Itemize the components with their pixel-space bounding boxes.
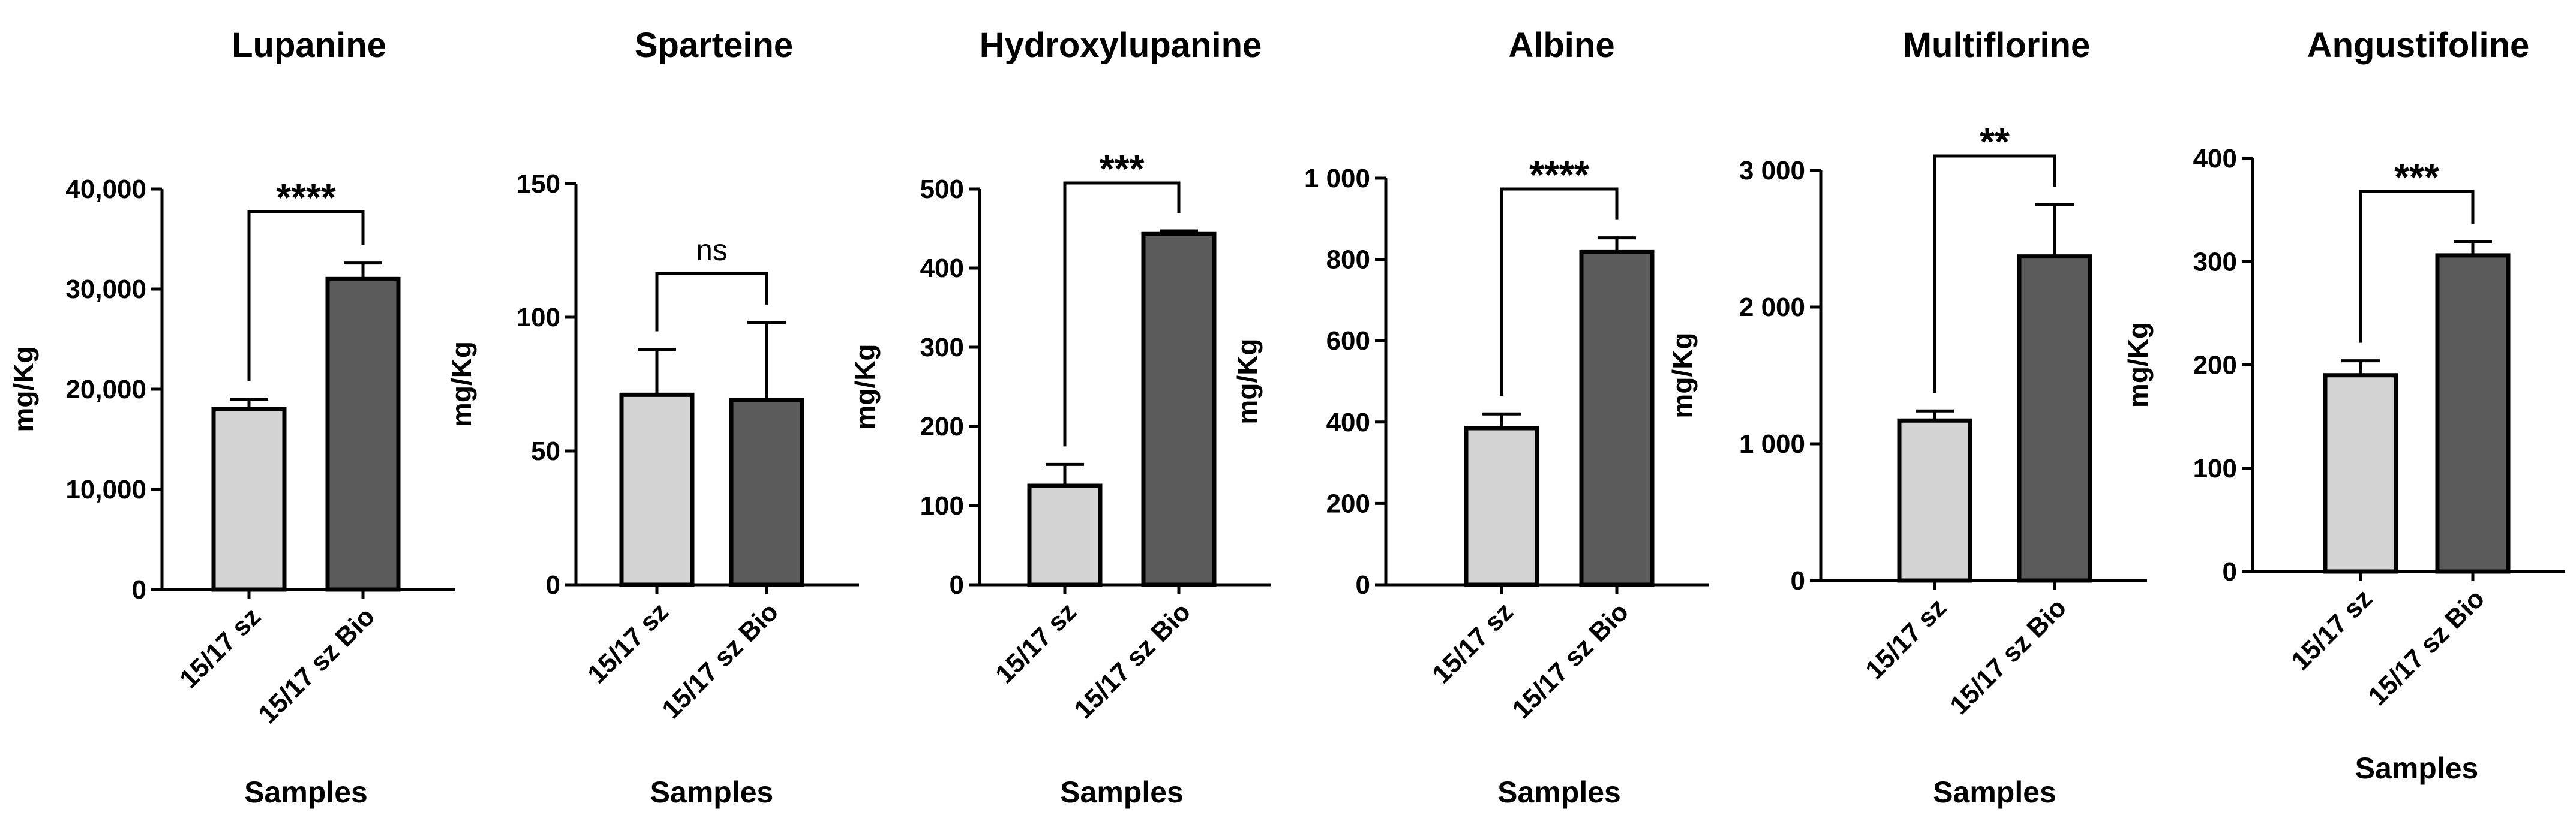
y-tick-label: 40,000 — [65, 175, 146, 204]
bar-bio — [325, 276, 401, 592]
y-tick-label: 50 — [531, 437, 560, 466]
y-tick-label: 200 — [2193, 351, 2237, 380]
x-category-label: 15/17 sz Bio — [2362, 584, 2490, 711]
y-tick-label: 0 — [1791, 566, 1805, 596]
significance-label: ns — [696, 233, 728, 267]
y-axis-label: mg/Kg — [2122, 322, 2154, 408]
significance-bracket — [247, 210, 365, 381]
significance-label: *** — [2394, 155, 2439, 199]
bar-conventional — [619, 392, 695, 587]
chart-title: Lupanine — [232, 26, 386, 65]
chart-title: Sparteine — [635, 26, 793, 65]
y-tick-label: 1 000 — [1739, 429, 1805, 459]
y-tick-label: 100 — [517, 303, 560, 332]
y-tick-label: 400 — [1326, 408, 1370, 437]
x-category-label: 15/17 sz — [1860, 593, 1952, 685]
y-tick-label: 0 — [132, 575, 146, 605]
x-category-label: 15/17 sz — [582, 597, 674, 689]
x-axis-label: Samples — [1497, 775, 1621, 809]
chart-title: Angustifoline — [2307, 26, 2530, 65]
chart-title: Multiflorine — [1903, 26, 2091, 65]
y-axis-label: mg/Kg — [1667, 332, 1698, 418]
significance-bracket — [1933, 154, 2056, 393]
chart-panel-lupanine: Lupanine 0 10,000 20,000 30,000 40,000 mg/Kg 15… — [8, 26, 455, 809]
bar-bio — [2017, 254, 2092, 583]
significance-bracket — [1063, 181, 1181, 447]
significance-label: ** — [1980, 120, 2010, 163]
y-axis-label: mg/Kg — [8, 346, 39, 432]
y-tick-label: 100 — [920, 491, 964, 521]
y-tick-label: 2 000 — [1739, 293, 1805, 322]
bar-bio — [729, 398, 804, 587]
y-tick-label: 0 — [950, 570, 964, 600]
significance-bracket — [1500, 187, 1619, 396]
x-axis-label: Samples — [1060, 775, 1184, 809]
x-category-label: 15/17 sz — [1427, 597, 1519, 689]
bar-conventional — [1464, 426, 1539, 587]
y-tick-label: 300 — [920, 333, 964, 362]
x-category-label: 15/17 sz Bio — [656, 597, 784, 724]
y-tick-label: 3 000 — [1739, 156, 1805, 185]
y-axis-label: mg/Kg — [1232, 338, 1263, 424]
chart-panel-albine: Albine 0 200 400 600 800 1 000 mg/Kg 15/17 sz15/… — [1232, 26, 1709, 809]
x-category-label: 15/17 sz Bio — [253, 602, 380, 729]
y-axis-label: mg/Kg — [446, 341, 477, 427]
chart-title: Albine — [1508, 26, 1614, 65]
y-tick-label: 0 — [2223, 557, 2237, 587]
x-axis-label: Samples — [244, 775, 368, 809]
x-category-label: 15/17 sz Bio — [1944, 593, 2072, 720]
x-category-label: 15/17 sz Bio — [1506, 597, 1634, 724]
bar-conventional — [1897, 418, 1972, 583]
y-tick-label: 500 — [920, 175, 964, 204]
significance-label: **** — [1529, 153, 1589, 196]
y-tick-label: 150 — [517, 169, 560, 199]
y-tick-label: 100 — [2193, 454, 2237, 483]
chart-panel-angustifoline: Angustifoline 0 100 200 300 400 mg/Kg 15/17 sz1… — [2122, 26, 2565, 785]
x-category-label: 15/17 sz — [2286, 584, 2378, 676]
x-axis-label: Samples — [1933, 775, 2056, 809]
y-tick-label: 0 — [546, 570, 560, 600]
x-axis-label: Samples — [650, 775, 774, 809]
bar-bio — [1579, 249, 1655, 587]
y-tick-label: 0 — [1356, 570, 1370, 600]
chart-panel-hydroxylupanine: Hydroxylupanine 0 100 200 300 400 500 mg/Kg 15/1… — [849, 26, 1271, 809]
significance-label: *** — [1100, 147, 1145, 190]
y-tick-label: 600 — [1326, 326, 1370, 356]
significance-bracket — [2359, 190, 2475, 343]
y-tick-label: 10,000 — [65, 475, 146, 504]
x-category-label: 15/17 sz — [990, 597, 1082, 689]
bar-bio — [1141, 231, 1217, 587]
bar-conventional — [2323, 373, 2398, 574]
chart-panel-multiflorine: Multiflorine 0 1 000 2 000 3 000 mg/Kg 15/17 s… — [1667, 26, 2147, 809]
y-tick-label: 20,000 — [65, 375, 146, 404]
y-tick-label: 30,000 — [65, 275, 146, 304]
bar-conventional — [211, 407, 287, 592]
y-tick-label: 800 — [1326, 245, 1370, 275]
y-tick-label: 400 — [2193, 144, 2237, 173]
y-tick-label: 1 000 — [1304, 164, 1370, 193]
bar-conventional — [1027, 483, 1103, 587]
x-category-label: 15/17 sz Bio — [1068, 597, 1196, 724]
y-axis-label: mg/Kg — [849, 344, 881, 429]
bar-bio — [2435, 253, 2511, 574]
x-axis-label: Samples — [2355, 751, 2479, 785]
chart-title: Hydroxylupanine — [980, 26, 1262, 65]
y-tick-label: 200 — [920, 412, 964, 441]
y-tick-label: 200 — [1326, 489, 1370, 518]
significance-label: **** — [276, 176, 336, 219]
x-category-label: 15/17 sz — [174, 602, 266, 694]
y-tick-label: 300 — [2193, 247, 2237, 276]
y-tick-label: 400 — [920, 254, 964, 283]
significance-bracket — [655, 272, 768, 332]
